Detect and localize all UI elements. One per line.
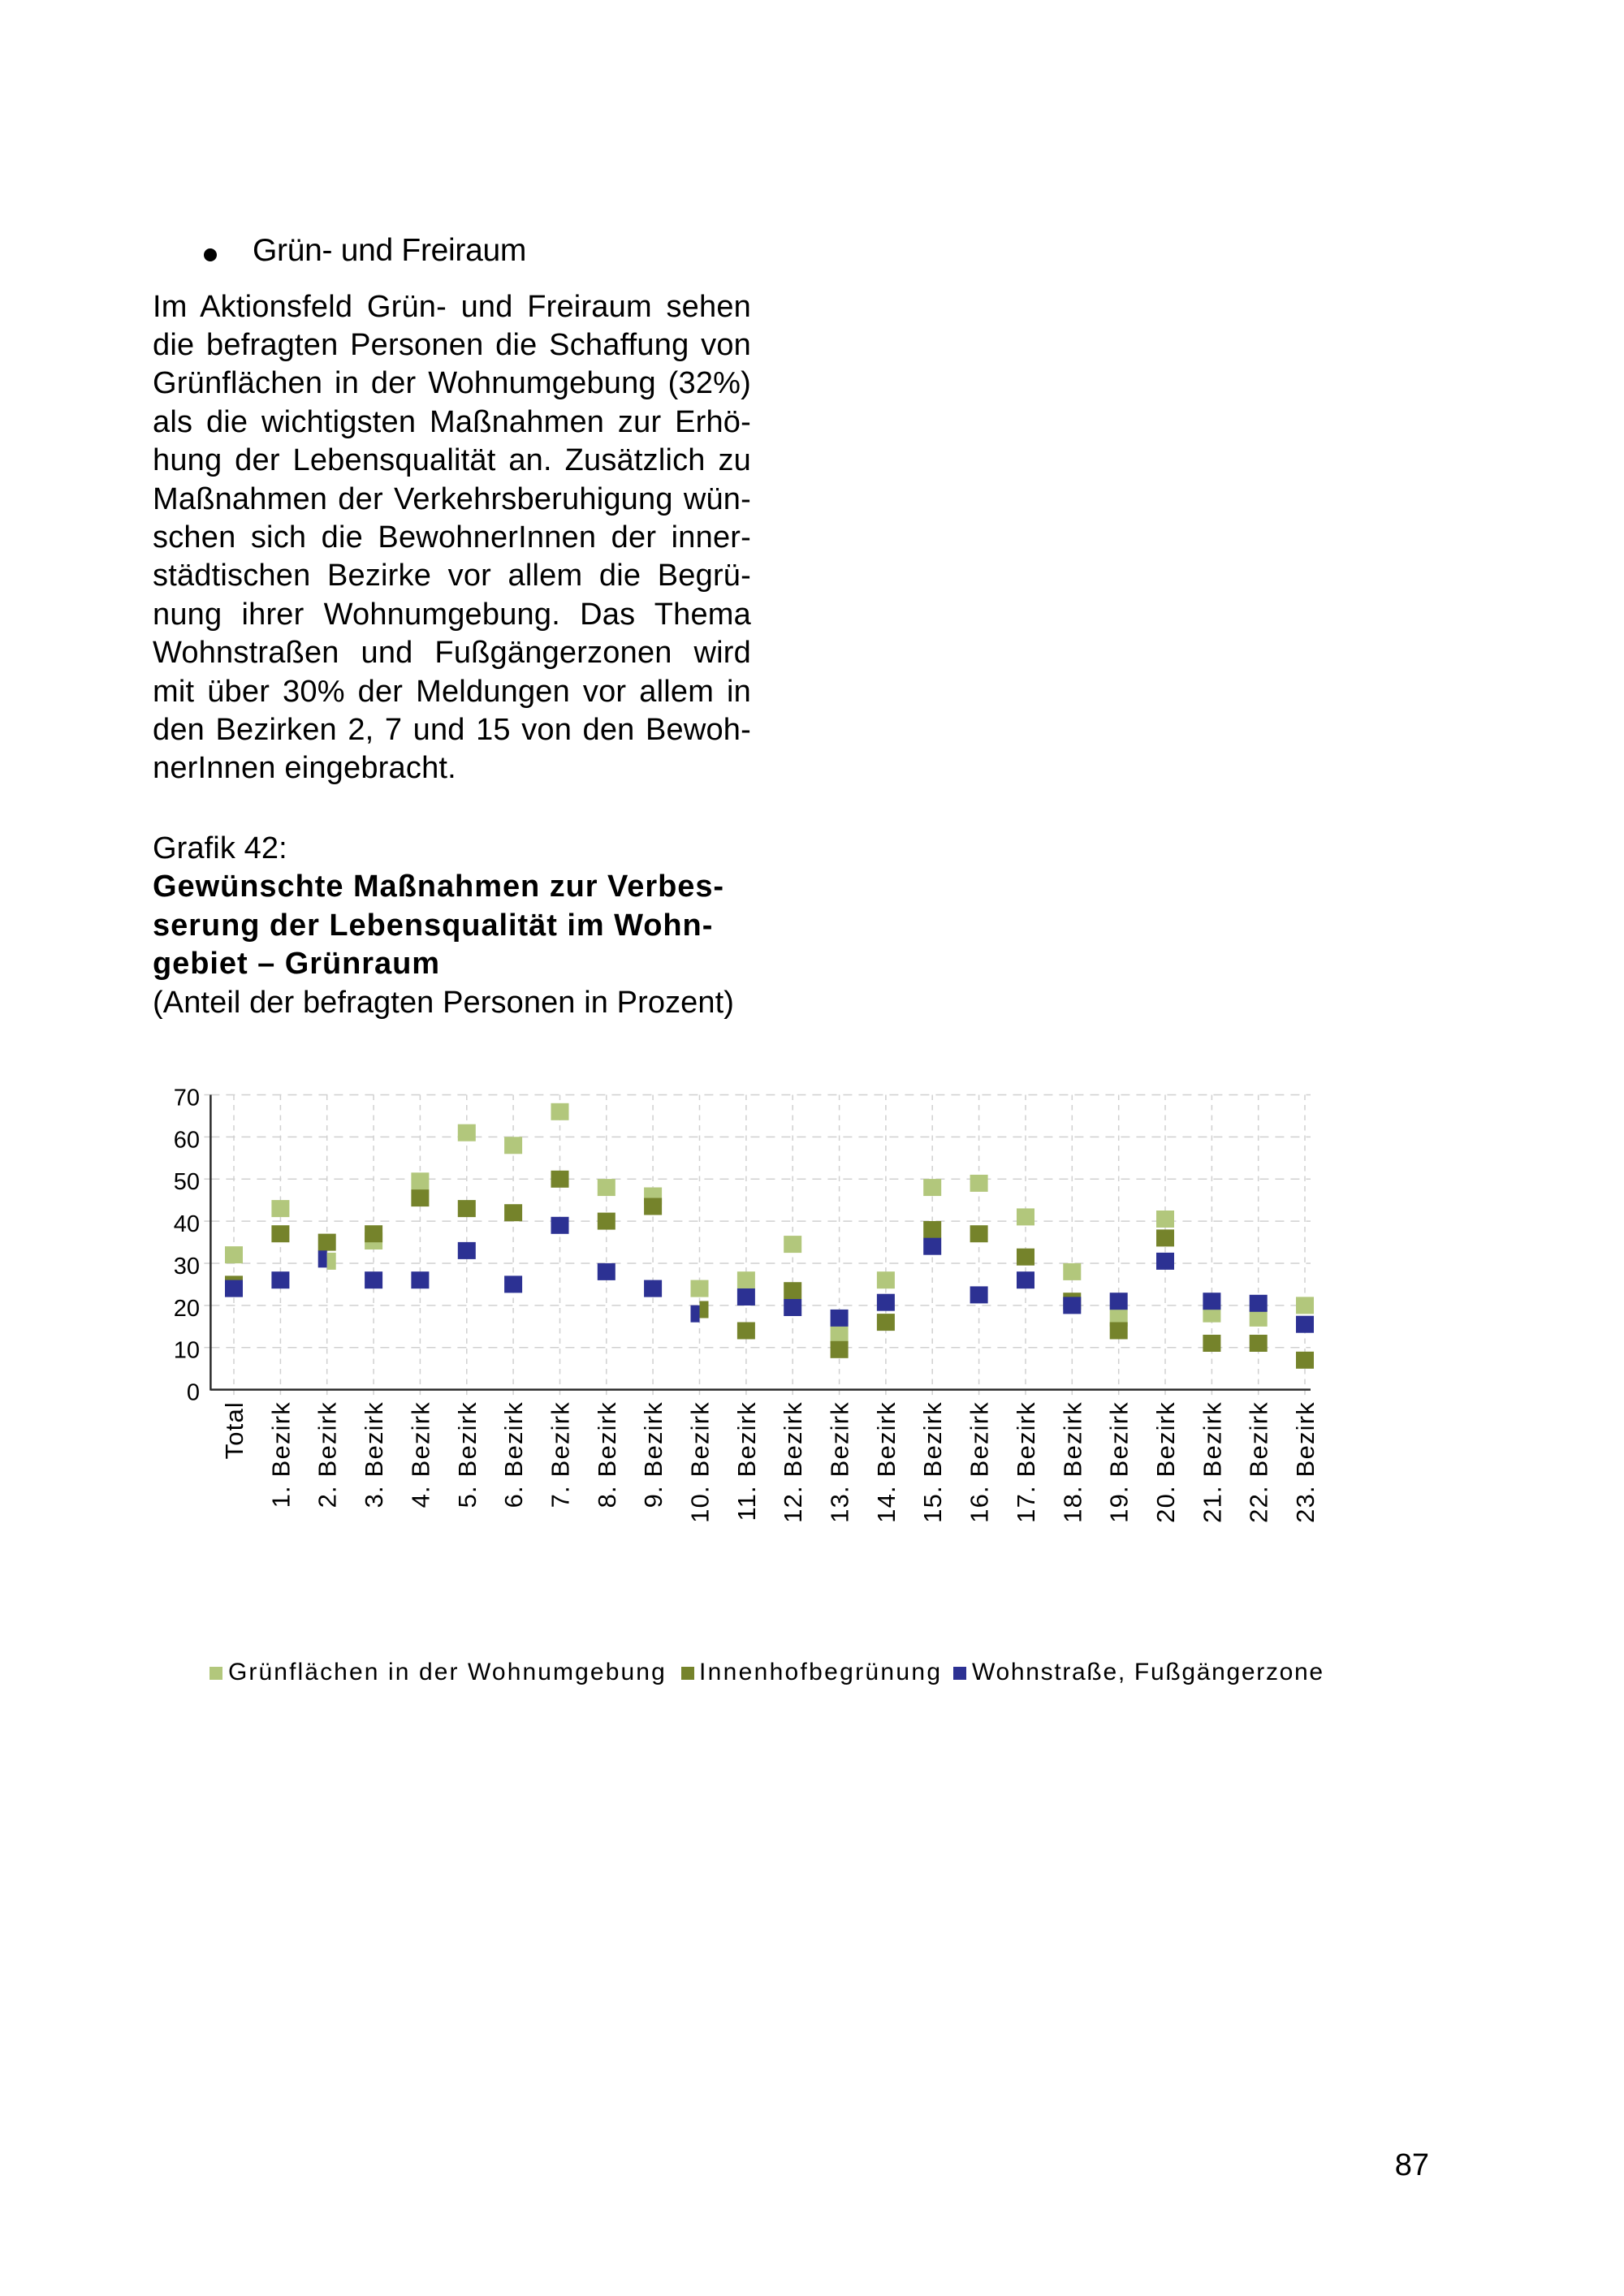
svg-text:40: 40 [174,1211,200,1237]
svg-text:70: 70 [174,1085,200,1111]
svg-text:10. Bezirk: 10. Bezirk [686,1401,715,1523]
svg-text:19. Bezirk: 19. Bezirk [1105,1401,1134,1523]
svg-text:16. Bezirk: 16. Bezirk [965,1401,994,1523]
svg-text:15. Bezirk: 15. Bezirk [918,1401,947,1523]
svg-text:7. Bezirk: 7. Bezirk [546,1401,575,1508]
svg-text:20. Bezirk: 20. Bezirk [1151,1401,1180,1523]
svg-text:5. Bezirk: 5. Bezirk [453,1401,482,1508]
svg-text:6. Bezirk: 6. Bezirk [499,1401,528,1508]
svg-text:17. Bezirk: 17. Bezirk [1012,1401,1040,1523]
svg-text:13. Bezirk: 13. Bezirk [826,1401,854,1523]
svg-text:9. Bezirk: 9. Bezirk [639,1401,667,1508]
svg-text:23. Bezirk: 23. Bezirk [1291,1401,1320,1523]
svg-text:20: 20 [174,1296,200,1322]
svg-text:11. Bezirk: 11. Bezirk [732,1401,761,1521]
svg-text:22. Bezirk: 22. Bezirk [1245,1401,1273,1523]
svg-text:0: 0 [187,1380,200,1406]
svg-text:10: 10 [174,1338,200,1364]
svg-text:1. Bezirk: 1. Bezirk [266,1401,295,1508]
svg-text:3. Bezirk: 3. Bezirk [360,1401,388,1508]
svg-text:21. Bezirk: 21. Bezirk [1198,1401,1226,1523]
svg-text:Total: Total [220,1401,248,1459]
svg-text:12. Bezirk: 12. Bezirk [779,1401,807,1523]
svg-text:8. Bezirk: 8. Bezirk [593,1401,621,1508]
svg-text:4. Bezirk: 4. Bezirk [406,1401,434,1508]
svg-text:50: 50 [174,1169,200,1195]
svg-text:18. Bezirk: 18. Bezirk [1058,1401,1086,1523]
svg-text:2. Bezirk: 2. Bezirk [313,1401,342,1508]
svg-text:60: 60 [174,1127,200,1153]
svg-text:30: 30 [174,1254,200,1280]
svg-text:14. Bezirk: 14. Bezirk [872,1401,901,1523]
